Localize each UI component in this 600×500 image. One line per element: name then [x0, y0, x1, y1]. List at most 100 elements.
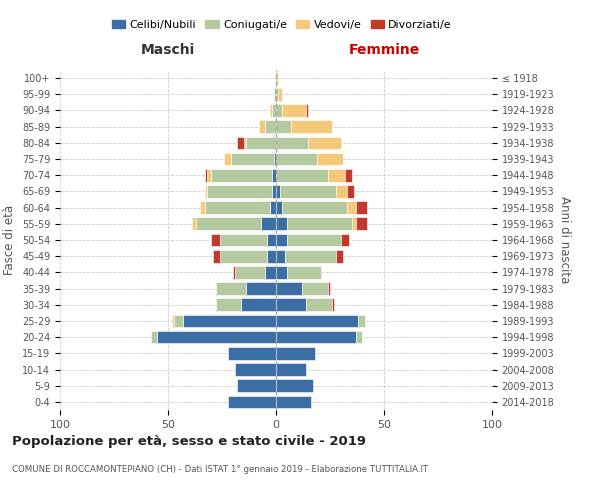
Bar — [276, 396, 311, 408]
Bar — [269, 104, 272, 117]
Bar — [337, 250, 343, 262]
Bar — [276, 298, 306, 311]
Bar — [356, 202, 367, 214]
Bar — [205, 185, 207, 198]
Bar — [345, 169, 352, 181]
Bar — [229, 396, 276, 408]
Bar — [287, 234, 341, 246]
Bar — [268, 234, 276, 246]
Bar — [192, 218, 196, 230]
Bar — [233, 266, 235, 278]
Bar — [341, 234, 349, 246]
Bar — [276, 202, 283, 214]
Bar — [265, 120, 276, 133]
Bar — [276, 88, 278, 101]
Bar — [220, 234, 268, 246]
Bar — [265, 266, 276, 278]
Bar — [291, 120, 332, 133]
Bar — [205, 202, 269, 214]
Bar — [276, 380, 313, 392]
Bar — [246, 282, 276, 295]
Bar — [276, 169, 328, 181]
Bar — [287, 266, 322, 278]
Bar — [157, 331, 276, 344]
Bar — [272, 185, 276, 198]
Bar — [276, 314, 358, 328]
Bar — [230, 152, 274, 166]
Text: Popolazione per età, sesso e stato civile - 2019: Popolazione per età, sesso e stato civil… — [12, 435, 366, 448]
Bar — [284, 250, 337, 262]
Bar — [306, 298, 332, 311]
Bar — [332, 298, 334, 311]
Bar — [237, 380, 276, 392]
Bar — [215, 298, 241, 311]
Bar — [211, 169, 272, 181]
Bar — [302, 282, 328, 295]
Bar — [241, 298, 276, 311]
Y-axis label: Anni di nascita: Anni di nascita — [558, 196, 571, 284]
Bar — [328, 282, 330, 295]
Bar — [358, 314, 365, 328]
Bar — [280, 185, 337, 198]
Bar — [207, 185, 272, 198]
Bar — [205, 169, 207, 181]
Text: Maschi: Maschi — [141, 43, 195, 57]
Bar — [261, 218, 276, 230]
Bar — [220, 250, 268, 262]
Bar — [283, 104, 306, 117]
Bar — [276, 136, 308, 149]
Bar — [308, 136, 341, 149]
Bar — [276, 331, 356, 344]
Bar — [237, 136, 244, 149]
Bar — [276, 185, 280, 198]
Bar — [175, 314, 183, 328]
Bar — [246, 136, 276, 149]
Bar — [274, 88, 276, 101]
Bar — [268, 250, 276, 262]
Text: Femmine: Femmine — [349, 43, 419, 57]
Bar — [356, 331, 362, 344]
Bar — [276, 234, 287, 246]
Bar — [244, 136, 246, 149]
Bar — [172, 314, 175, 328]
Bar — [278, 88, 283, 101]
Bar — [200, 202, 205, 214]
Bar — [287, 218, 352, 230]
Bar — [276, 250, 284, 262]
Bar — [276, 104, 283, 117]
Bar — [276, 363, 306, 376]
Bar — [276, 152, 317, 166]
Bar — [229, 347, 276, 360]
Bar — [259, 120, 265, 133]
Bar — [207, 169, 211, 181]
Bar — [276, 120, 291, 133]
Bar — [269, 202, 276, 214]
Bar — [337, 185, 347, 198]
Bar — [272, 169, 276, 181]
Bar — [356, 218, 367, 230]
Bar — [151, 331, 157, 344]
Bar — [306, 104, 308, 117]
Bar — [196, 218, 261, 230]
Bar — [214, 250, 220, 262]
Bar — [328, 169, 345, 181]
Bar — [276, 72, 278, 85]
Bar — [283, 202, 347, 214]
Legend: Celibi/Nubili, Coniugati/e, Vedovi/e, Divorziati/e: Celibi/Nubili, Coniugati/e, Vedovi/e, Di… — [107, 16, 457, 34]
Bar — [235, 363, 276, 376]
Bar — [347, 202, 356, 214]
Bar — [276, 347, 315, 360]
Bar — [347, 185, 354, 198]
Bar — [235, 266, 265, 278]
Bar — [276, 218, 287, 230]
Bar — [215, 282, 246, 295]
Bar — [274, 152, 276, 166]
Bar — [352, 218, 356, 230]
Bar — [276, 282, 302, 295]
Bar — [224, 152, 230, 166]
Bar — [276, 266, 287, 278]
Bar — [317, 152, 343, 166]
Y-axis label: Fasce di età: Fasce di età — [4, 205, 16, 275]
Bar — [211, 234, 220, 246]
Bar — [272, 104, 276, 117]
